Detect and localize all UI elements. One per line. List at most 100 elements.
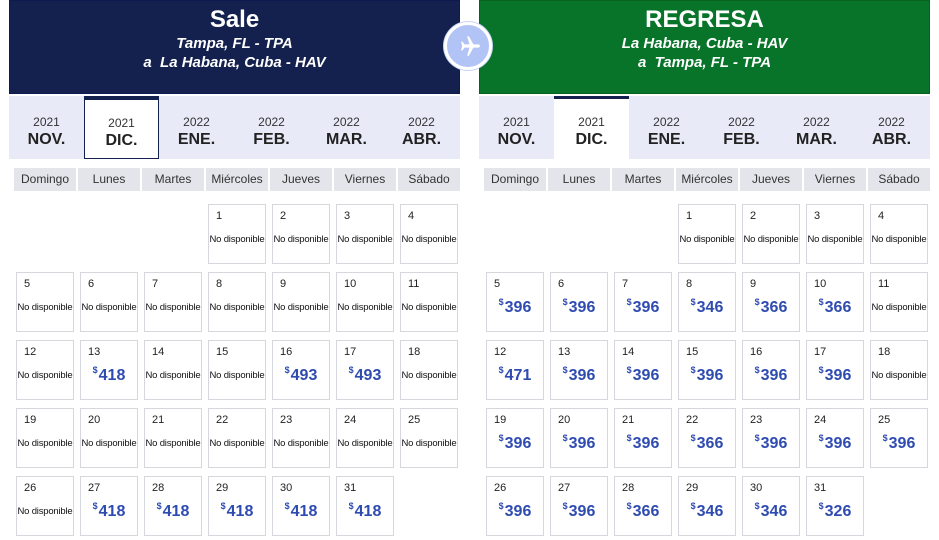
outbound-route-origin: Tampa, FL - TPA — [176, 35, 293, 52]
calendar-day-cell[interactable]: 6 $396 — [550, 272, 608, 332]
calendar-day-cell: 6 No disponible — [80, 272, 138, 332]
not-available-label: No disponible — [679, 234, 735, 245]
currency-symbol: $ — [220, 501, 226, 511]
price-value: 396 — [888, 435, 916, 452]
outbound-month-tab[interactable]: 2021 DIC. — [84, 96, 159, 159]
weekday-label: Martes — [142, 168, 204, 191]
calendar-day-cell[interactable]: 31 $418 — [336, 476, 394, 536]
calendar-day-cell[interactable]: 27 $418 — [80, 476, 138, 536]
return-route-destination: a Tampa, FL - TPA — [637, 54, 772, 71]
day-price: $418 — [273, 501, 329, 521]
month-name: NOV. — [27, 131, 66, 148]
price-value: 396 — [632, 435, 660, 452]
day-number: 26 — [24, 482, 37, 494]
calendar-day-cell: 22 No disponible — [208, 408, 266, 468]
calendar-day-cell: 3 No disponible — [336, 204, 394, 264]
calendar-day-cell[interactable]: 16 $493 — [272, 340, 330, 400]
calendar-day-cell[interactable]: 19 $396 — [486, 408, 544, 468]
return-month-tab[interactable]: 2022 ENE. — [629, 96, 704, 159]
day-price: $396 — [807, 365, 863, 385]
not-available-label: No disponible — [401, 302, 457, 313]
not-available-label: No disponible — [209, 234, 265, 245]
calendar-day-cell: 10 No disponible — [336, 272, 394, 332]
calendar-day-cell[interactable]: 30 $418 — [272, 476, 330, 536]
day-number: 28 — [152, 482, 165, 494]
calendar-day-cell[interactable]: 23 $396 — [742, 408, 800, 468]
price-value: 418 — [226, 503, 254, 520]
calendar-day-cell[interactable]: 20 $396 — [550, 408, 608, 468]
not-available-label: No disponible — [209, 370, 265, 381]
day-number: 25 — [408, 414, 421, 426]
calendar-day-cell[interactable]: 30 $346 — [742, 476, 800, 536]
calendar-day-cell[interactable]: 21 $396 — [614, 408, 672, 468]
currency-symbol: $ — [818, 433, 824, 443]
price-value: 418 — [354, 503, 382, 520]
calendar-day-cell[interactable]: 29 $418 — [208, 476, 266, 536]
outbound-title: Sale — [209, 6, 260, 33]
calendar-day-cell[interactable]: 29 $346 — [678, 476, 736, 536]
calendar-day-cell[interactable]: 24 $396 — [806, 408, 864, 468]
day-price: $396 — [551, 365, 607, 385]
return-header: REGRESA La Habana, Cuba - HAV a Tampa, F… — [479, 0, 930, 94]
calendar-day-cell[interactable]: 27 $396 — [550, 476, 608, 536]
calendar-day-cell[interactable]: 14 $396 — [614, 340, 672, 400]
calendar-day-cell[interactable]: 15 $396 — [678, 340, 736, 400]
weekday-label: Jueves — [270, 168, 332, 191]
return-month-tab[interactable]: 2021 DIC. — [554, 96, 629, 159]
not-available-label: No disponible — [401, 234, 457, 245]
outbound-month-tab[interactable]: 2022 ENE. — [159, 96, 234, 159]
calendar-day-cell[interactable]: 12 $471 — [486, 340, 544, 400]
day-price: $396 — [871, 433, 927, 453]
currency-symbol: $ — [818, 501, 824, 511]
outbound-month-tab[interactable]: 2022 FEB. — [234, 96, 309, 159]
calendar-day-cell[interactable]: 9 $366 — [742, 272, 800, 332]
day-number: 22 — [686, 414, 699, 426]
airplane-icon — [444, 22, 492, 70]
month-year: 2021 — [578, 115, 605, 129]
calendar-day-cell[interactable]: 28 $366 — [614, 476, 672, 536]
calendar-day-cell: 18 No disponible — [400, 340, 458, 400]
calendar-day-cell[interactable]: 31 $326 — [806, 476, 864, 536]
calendar-day-cell[interactable]: 28 $418 — [144, 476, 202, 536]
currency-symbol: $ — [92, 365, 98, 375]
calendar-day-cell[interactable]: 13 $418 — [80, 340, 138, 400]
return-month-tab[interactable]: 2022 ABR. — [854, 96, 929, 159]
month-year: 2021 — [33, 115, 60, 129]
not-available-label: No disponible — [401, 438, 457, 449]
not-available-label: No disponible — [81, 438, 137, 449]
day-number: 11 — [408, 278, 420, 290]
currency-symbol: $ — [690, 297, 696, 307]
outbound-month-tab[interactable]: 2022 ABR. — [384, 96, 459, 159]
weekday-label: Domingo — [14, 168, 76, 191]
day-price: $366 — [615, 501, 671, 521]
day-number: 18 — [878, 346, 891, 358]
day-number: 12 — [494, 346, 507, 358]
day-price: $418 — [209, 501, 265, 521]
outbound-route-destination: a La Habana, Cuba - HAV — [143, 54, 326, 71]
calendar-day-cell[interactable]: 26 $396 — [486, 476, 544, 536]
calendar-day-cell[interactable]: 22 $366 — [678, 408, 736, 468]
day-number: 4 — [878, 210, 885, 222]
price-value: 346 — [760, 503, 788, 520]
return-month-tab[interactable]: 2021 NOV. — [479, 96, 554, 159]
currency-symbol: $ — [690, 501, 696, 511]
return-month-tab[interactable]: 2022 FEB. — [704, 96, 779, 159]
day-number: 23 — [750, 414, 763, 426]
day-number: 9 — [750, 278, 757, 290]
calendar-day-cell[interactable]: 17 $493 — [336, 340, 394, 400]
outbound-month-tab[interactable]: 2022 MAR. — [309, 96, 384, 159]
calendar-day-cell[interactable]: 8 $346 — [678, 272, 736, 332]
calendar-day-cell[interactable]: 5 $396 — [486, 272, 544, 332]
calendar-day-cell[interactable]: 25 $396 — [870, 408, 928, 468]
calendar-day-cell[interactable]: 17 $396 — [806, 340, 864, 400]
price-value: 396 — [760, 435, 788, 452]
calendar-day-cell[interactable]: 13 $396 — [550, 340, 608, 400]
day-number: 10 — [344, 278, 357, 290]
day-price: $418 — [81, 501, 137, 521]
calendar-day-cell[interactable]: 10 $366 — [806, 272, 864, 332]
day-number: 2 — [750, 210, 757, 222]
calendar-day-cell[interactable]: 7 $396 — [614, 272, 672, 332]
outbound-month-tab[interactable]: 2021 NOV. — [9, 96, 84, 159]
return-month-tab[interactable]: 2022 MAR. — [779, 96, 854, 159]
calendar-day-cell[interactable]: 16 $396 — [742, 340, 800, 400]
